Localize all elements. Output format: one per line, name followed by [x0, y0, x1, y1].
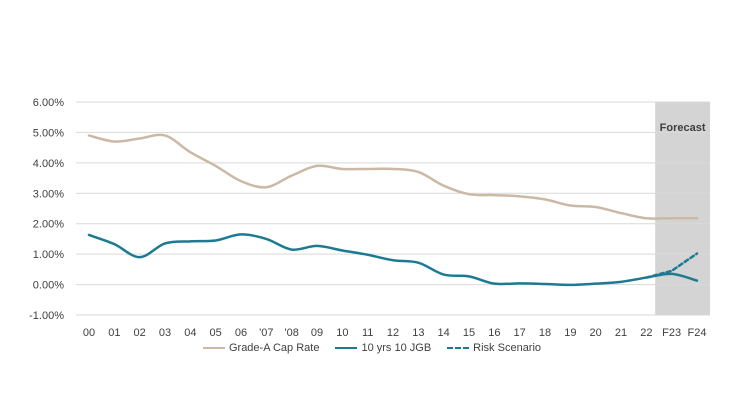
series-line-0 — [87, 133, 699, 220]
legend-swatch-cap-rate — [202, 347, 225, 349]
y-axis-ticks: -1.00% 0.00% 1.00% 2.00% 3.00% 4.00% 5.00% 6.00… — [29, 97, 64, 322]
forecast-label: Forecast — [660, 122, 706, 134]
x-tick-label: 15 — [463, 327, 475, 339]
legend-item-risk: Risk Scenario — [447, 339, 541, 357]
x-tick-label: 05 — [210, 327, 222, 339]
x-tick-label: 06 — [235, 327, 247, 339]
series-line-1 — [87, 233, 699, 287]
legend-item-jgb: 10 yrs 10 JGB — [335, 339, 431, 357]
x-tick-label: 11 — [362, 327, 373, 339]
legend-label-risk: Risk Scenario — [473, 342, 542, 354]
legend-label-cap-rate: Grade-A Cap Rate — [228, 342, 320, 354]
x-tick-label: 03 — [159, 327, 171, 339]
x-tick-label: 14 — [438, 327, 450, 339]
x-tick-label: F24 — [688, 327, 707, 339]
x-tick-label: 02 — [134, 327, 146, 339]
x-tick-label: 04 — [184, 327, 196, 339]
y-tick-label: 1.00% — [33, 249, 64, 261]
x-tick-label: 17 — [514, 327, 526, 339]
legend-item-cap-rate: Grade-A Cap Rate — [202, 339, 320, 357]
y-tick-label: 4.00% — [33, 158, 64, 170]
x-tick-label: 12 — [387, 327, 399, 339]
legend-label-jgb: 10 yrs 10 JGB — [361, 342, 432, 354]
x-tick-label: 01 — [108, 327, 120, 339]
x-tick-label: '08 — [284, 327, 298, 339]
forecast-shade — [655, 102, 710, 315]
y-tick-label: 6.00% — [33, 97, 64, 109]
x-axis-ticks: 00 01 02 03 04 05 06 '07 '08 09 10 11 12 13 14 15 16 17 18… — [83, 327, 707, 339]
series-lines — [87, 133, 699, 287]
gridlines — [76, 101, 710, 316]
y-tick-label: 3.00% — [33, 188, 64, 200]
x-tick-label: 00 — [83, 327, 95, 339]
x-tick-label: 10 — [336, 327, 348, 339]
x-tick-label: 13 — [412, 327, 424, 339]
legend-swatch-jgb — [335, 347, 358, 349]
x-tick-label: 21 — [615, 327, 627, 339]
x-tick-label: 19 — [564, 327, 576, 339]
series-line-2 — [645, 252, 699, 279]
legend-swatch-risk — [447, 347, 470, 349]
x-tick-label: 09 — [311, 327, 323, 339]
x-tick-label: 18 — [539, 327, 551, 339]
forecast-region: Forecast — [655, 102, 710, 315]
x-tick-label: 16 — [488, 327, 500, 339]
y-tick-label: 5.00% — [33, 127, 64, 139]
x-tick-label: F23 — [662, 327, 681, 339]
x-tick-label: 20 — [590, 327, 602, 339]
x-tick-label: 22 — [640, 327, 652, 339]
x-tick-label: '07 — [259, 327, 273, 339]
y-tick-label: -1.00% — [29, 310, 64, 322]
y-tick-label: 2.00% — [33, 219, 64, 231]
y-tick-label: 0.00% — [33, 280, 64, 292]
chart-legend: Grade-A Cap Rate 10 yrs 10 JGB Risk Scen… — [0, 339, 744, 357]
